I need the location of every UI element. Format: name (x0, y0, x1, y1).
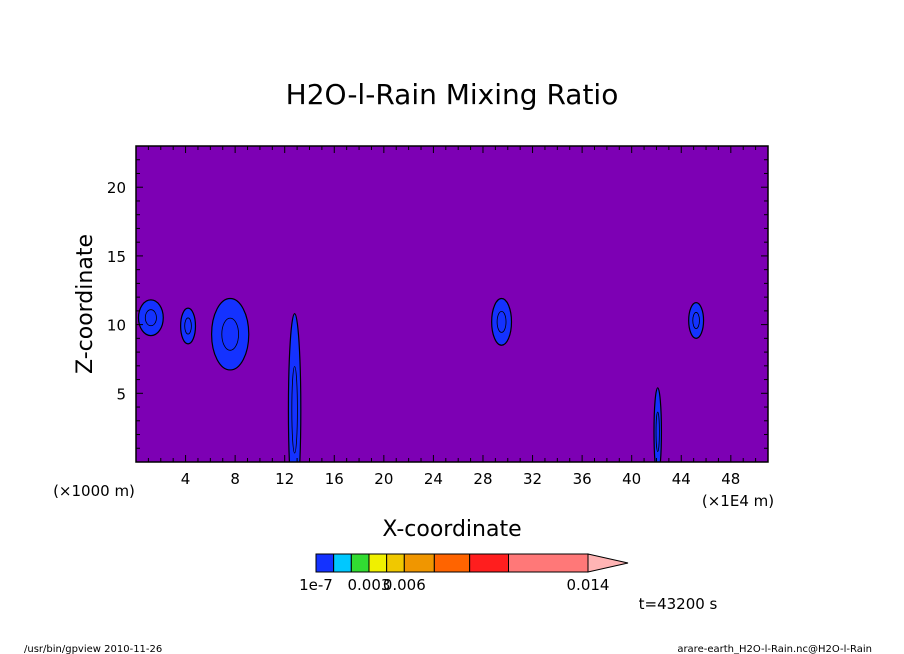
x-tick-label: 36 (573, 470, 592, 488)
x-axis-unit-left: (×1000 m) (53, 482, 135, 500)
colorbar-segment (403, 553, 435, 573)
colorbar-segment (386, 553, 405, 573)
colorbar-tick-label: 0.003 (348, 576, 391, 594)
colorbar-segment (469, 553, 510, 573)
plot-background (136, 146, 768, 462)
rain-feature (180, 307, 197, 345)
x-tick-label: 20 (374, 470, 393, 488)
rain-feature-inner-contour (291, 366, 298, 454)
rain-feature-inner-contour (221, 317, 239, 351)
y-tick-label: 10 (107, 317, 126, 335)
colorbar-tick-label: 0.014 (567, 576, 610, 594)
rain-feature-inner-contour (144, 309, 157, 327)
colorbar-segment (433, 553, 471, 573)
x-axis-label: X-coordinate (382, 517, 521, 542)
colorbar-tick-label: 0.006 (383, 576, 426, 594)
colorbar-segment (350, 553, 370, 573)
rain-feature (137, 299, 164, 337)
colorbar-segment (368, 553, 388, 573)
plot-frame (135, 145, 769, 463)
colorbar-extend-arrow (587, 553, 629, 573)
y-tick-label: 15 (107, 248, 126, 266)
x-tick-label: 44 (672, 470, 691, 488)
y-tick-label: 20 (107, 179, 126, 197)
rain-feature-inner-contour (184, 317, 192, 335)
x-tick-label: 12 (275, 470, 294, 488)
colorbar-segment (315, 553, 335, 573)
y-axis-label: Z-coordinate (73, 234, 98, 374)
x-tick-label: 24 (424, 470, 443, 488)
chart-title: H2O-l-Rain Mixing Ratio (286, 78, 619, 111)
x-tick-label: 48 (721, 470, 740, 488)
x-tick-label: 40 (622, 470, 641, 488)
features (137, 297, 705, 462)
x-tick-label: 28 (473, 470, 492, 488)
rain-feature-inner-contour (655, 411, 660, 452)
rain-feature (287, 313, 302, 462)
plot-area (135, 145, 769, 463)
rain-feature (491, 297, 513, 346)
rain-feature-inner-contour (692, 312, 700, 329)
x-axis-ticks: 4 8 12 16 20 24 28 32 36 40 44 48 (147, 146, 757, 488)
rain-feature (653, 387, 663, 462)
time-label: t=43200 s (639, 595, 718, 613)
x-tick-label: 8 (230, 470, 240, 488)
colorbar-segment (508, 553, 589, 573)
footer-left: /usr/bin/gpview 2010-11-26 (24, 644, 162, 654)
rain-feature-inner-contour (496, 310, 507, 333)
footer-right: arare-earth_H2O-l-Rain.nc@H2O-l-Rain (677, 644, 872, 654)
x-tick-label: 4 (181, 470, 191, 488)
colorbar-segment (333, 553, 352, 573)
rain-feature (688, 302, 705, 339)
x-axis-unit-right: (×1E4 m) (702, 492, 774, 510)
x-tick-label: 32 (523, 470, 542, 488)
y-tick-label: 5 (116, 385, 126, 403)
colorbar-tick-label: 1e-7 (299, 576, 333, 594)
x-tick-label: 16 (325, 470, 344, 488)
rain-feature (210, 297, 250, 371)
y-axis-ticks: 5 10 15 20 (107, 159, 768, 449)
